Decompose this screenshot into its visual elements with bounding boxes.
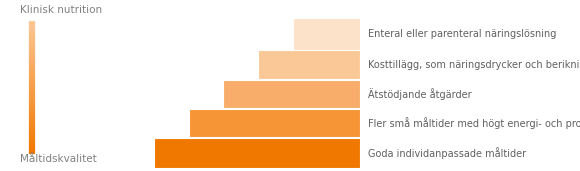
Text: Klinisk nutrition: Klinisk nutrition [20,5,103,15]
Text: Fler små måltider med högt energi- och proteininnehåll: Fler små måltider med högt energi- och p… [368,117,580,129]
Text: Goda individanpassade måltider: Goda individanpassade måltider [368,147,527,159]
Bar [223,80,360,108]
Text: Måltidskvalitet: Måltidskvalitet [20,154,97,164]
Text: Enteral eller parenteral näringslösning: Enteral eller parenteral näringslösning [368,29,557,39]
Bar [154,138,360,168]
Text: Ätstödjande åtgärder: Ätstödjande åtgärder [368,88,472,100]
Bar [188,109,360,137]
Bar [293,18,360,50]
Bar [258,50,360,79]
Text: Kosttillägg, som näringsdrycker och berikningsmedel: Kosttillägg, som näringsdrycker och beri… [368,60,580,70]
